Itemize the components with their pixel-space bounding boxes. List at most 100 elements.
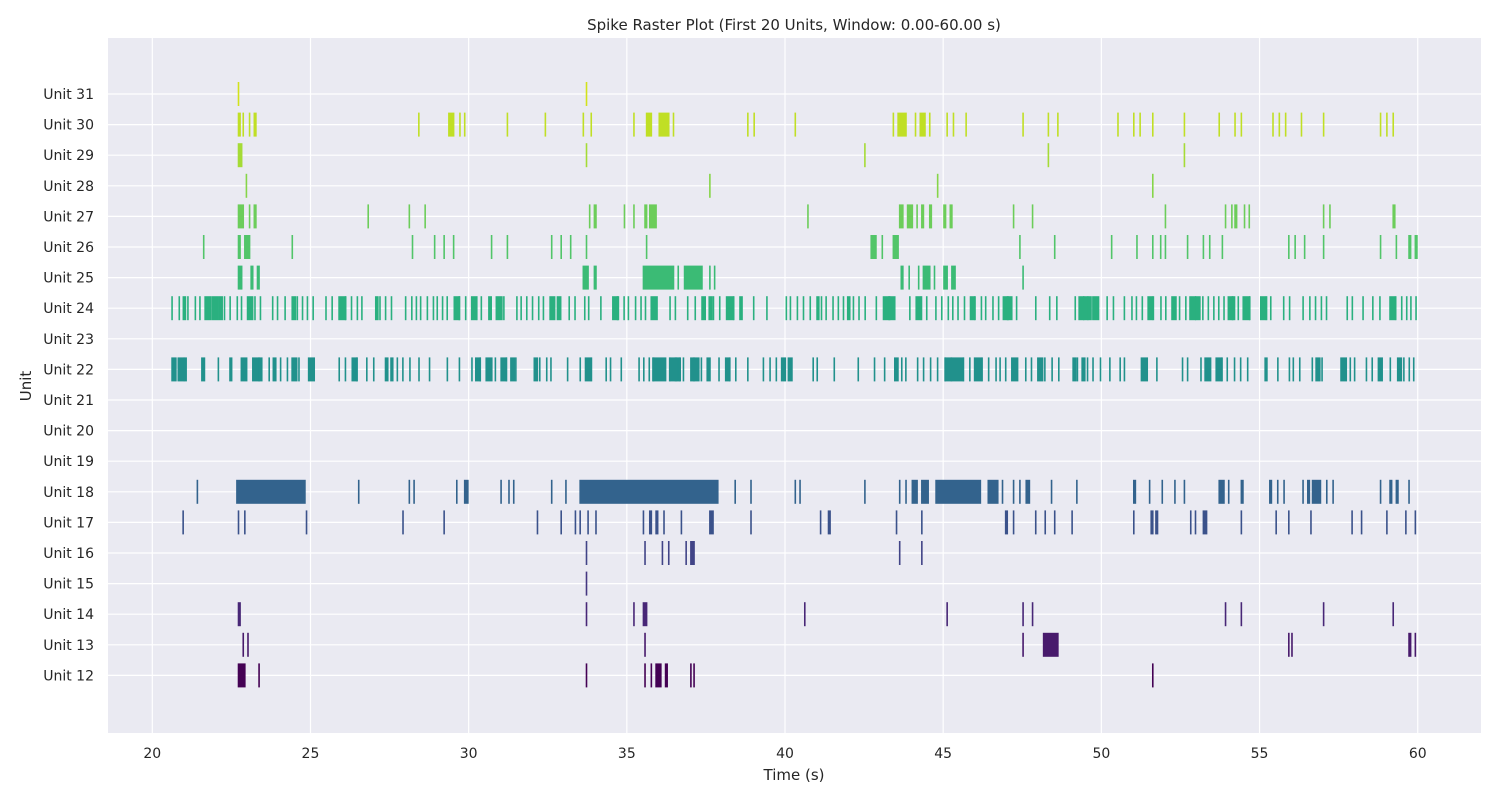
spike: [271, 296, 274, 321]
spike: [1395, 479, 1399, 504]
spike: [753, 112, 755, 137]
spike: [536, 510, 539, 535]
spike: [1405, 296, 1408, 321]
spike: [1320, 296, 1323, 321]
spike: [648, 204, 657, 229]
spike: [1109, 357, 1111, 382]
spike: [276, 296, 279, 321]
spike: [952, 112, 955, 137]
spike: [1178, 296, 1181, 321]
spike: [1240, 479, 1244, 504]
spike: [803, 602, 806, 627]
spike: [787, 357, 793, 382]
spike: [973, 357, 982, 382]
spike: [640, 296, 642, 321]
spike: [549, 296, 556, 321]
spike: [248, 204, 251, 229]
spike: [747, 357, 749, 382]
spike: [1181, 357, 1184, 382]
spike: [1298, 357, 1301, 382]
spike: [1019, 235, 1021, 259]
spike: [827, 510, 831, 535]
spike: [812, 357, 814, 382]
spike: [645, 112, 653, 137]
spike: [1282, 296, 1285, 321]
spike: [550, 357, 552, 382]
spike: [441, 296, 444, 321]
spike: [531, 296, 534, 321]
spike: [922, 265, 931, 290]
spike: [701, 296, 706, 321]
spike: [436, 296, 439, 321]
spike: [643, 357, 645, 382]
spike: [674, 357, 682, 382]
x-tick-labels: 20 25 30 35 40 45 50 55 60: [143, 746, 1426, 762]
spike: [1037, 357, 1044, 382]
spike: [789, 296, 792, 321]
spike: [1414, 235, 1418, 259]
spike: [1006, 296, 1013, 321]
spike: [1047, 143, 1050, 168]
spike: [475, 357, 482, 382]
spike: [1152, 296, 1155, 321]
spike: [1322, 112, 1325, 137]
spike: [1315, 357, 1321, 382]
spike: [965, 112, 967, 137]
spike: [1389, 357, 1392, 382]
spike: [1292, 357, 1295, 382]
spike: [488, 296, 492, 321]
spike: [171, 357, 177, 382]
spike: [1415, 296, 1417, 321]
spike: [585, 571, 588, 596]
chart-title: Spike Raster Plot (First 20 Units, Windo…: [587, 16, 1001, 34]
spike: [307, 357, 316, 382]
spike: [199, 296, 201, 321]
spike: [1024, 357, 1027, 382]
spike: [374, 296, 379, 321]
spike: [616, 296, 619, 321]
spike: [372, 357, 375, 382]
spike: [1322, 204, 1325, 229]
spike: [1226, 357, 1229, 382]
spike: [338, 296, 346, 321]
spike: [1288, 235, 1290, 259]
spike: [1186, 357, 1189, 382]
spike: [475, 296, 478, 321]
spike: [1074, 296, 1077, 321]
spike: [1072, 357, 1077, 382]
spike: [766, 296, 768, 321]
spike: [992, 296, 994, 321]
spike: [1300, 112, 1303, 137]
spike: [794, 112, 797, 137]
spike: [921, 510, 923, 535]
spike: [1362, 296, 1364, 321]
spike: [404, 296, 407, 321]
spike: [1377, 357, 1383, 382]
spike: [490, 235, 493, 259]
y-tick-label: Unit 15: [43, 577, 94, 593]
spike: [286, 357, 289, 382]
spike: [969, 357, 971, 382]
spike: [686, 296, 689, 321]
spike: [1030, 357, 1033, 382]
spike: [846, 296, 851, 321]
plot-area: [108, 38, 1481, 733]
spike: [1264, 357, 1268, 382]
spike: [1248, 204, 1251, 229]
spike: [1332, 479, 1334, 504]
spike: [906, 204, 914, 229]
spike: [544, 112, 547, 137]
spike: [463, 112, 466, 137]
spike: [390, 357, 394, 382]
spike: [500, 357, 508, 382]
spike: [1325, 296, 1328, 321]
spike: [1278, 112, 1281, 137]
spike: [750, 510, 752, 535]
spike: [284, 296, 286, 321]
spike: [1351, 296, 1354, 321]
spike: [1400, 296, 1403, 321]
spike: [428, 357, 431, 382]
spike: [969, 296, 975, 321]
spike: [1325, 479, 1328, 504]
y-tick-label: Unit 12: [43, 668, 94, 684]
